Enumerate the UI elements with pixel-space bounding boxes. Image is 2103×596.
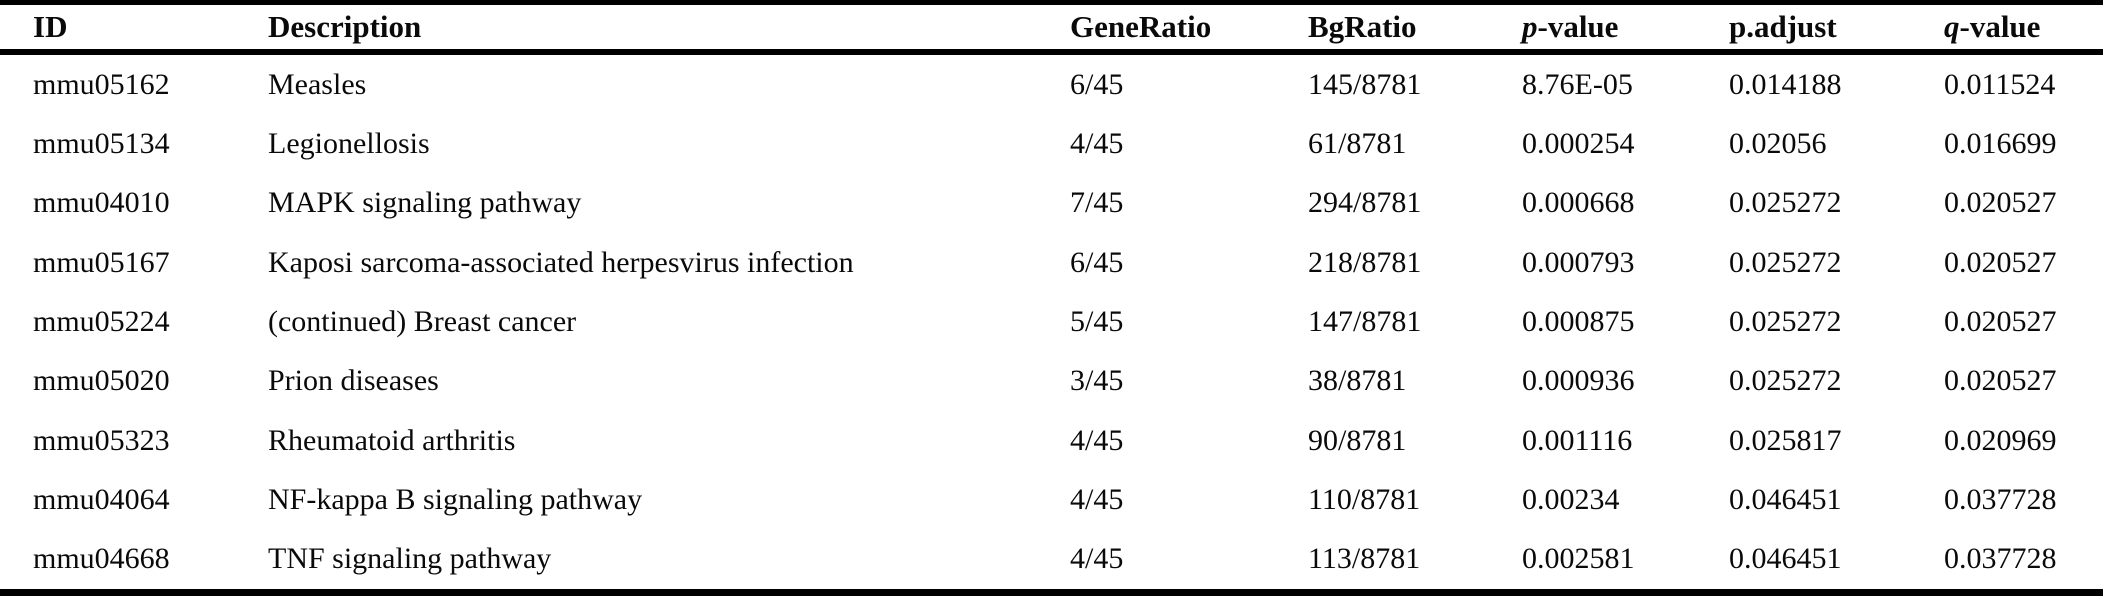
column-header-id-label: ID xyxy=(33,9,68,44)
cell-bg-ratio: 110/8781 xyxy=(1308,482,1421,516)
cell-bg-ratio: 218/8781 xyxy=(1308,245,1422,279)
cell-q-value: 0.037728 xyxy=(1944,482,2057,516)
column-header-p-adjust: p.adjust xyxy=(1729,9,1944,45)
cell-pathway-id: mmu05167 xyxy=(33,245,170,279)
cell-q-value: 0.020527 xyxy=(1944,245,2057,279)
cell-description: TNF signaling pathway xyxy=(268,542,552,576)
table-row: mmu05134 Legionellosis 4/45 61/8781 0.00… xyxy=(0,114,2103,173)
cell-p-value: 0.000793 xyxy=(1522,245,1635,279)
cell-gene-ratio: 4/45 xyxy=(1070,542,1124,576)
cell-q-value: 0.016699 xyxy=(1944,126,2057,160)
table-row: mmu05167 Kaposi sarcoma-associated herpe… xyxy=(0,233,2103,292)
column-header-bgratio: BgRatio xyxy=(1308,9,1522,45)
column-header-q-value: q-value xyxy=(1944,9,2103,45)
cell-p-adjust: 0.014188 xyxy=(1729,67,1842,101)
cell-p-value: 0.000668 xyxy=(1522,186,1635,220)
cell-p-value: 0.001116 xyxy=(1522,423,1633,457)
column-header-p-value-italic: p xyxy=(1522,9,1538,44)
column-header-generatio: GeneRatio xyxy=(1070,9,1308,45)
cell-pathway-id: mmu05020 xyxy=(33,364,170,398)
cell-p-value: 0.002581 xyxy=(1522,542,1635,576)
cell-pathway-id: mmu05134 xyxy=(33,126,170,160)
cell-bg-ratio: 61/8781 xyxy=(1308,126,1407,160)
table-row: mmu04668 TNF signaling pathway 4/45 113/… xyxy=(0,530,2103,589)
cell-pathway-id: mmu05162 xyxy=(33,67,170,101)
cell-p-value: 0.000875 xyxy=(1522,304,1635,338)
cell-p-adjust: 0.02056 xyxy=(1729,126,1827,160)
table-header-row: ID Description GeneRatio BgRatio p-value… xyxy=(0,5,2103,55)
cell-gene-ratio: 6/45 xyxy=(1070,245,1124,279)
column-header-description: Description xyxy=(268,9,1070,45)
cell-p-value: 8.76E-05 xyxy=(1522,67,1633,101)
cell-description: MAPK signaling pathway xyxy=(268,186,582,220)
table-row: mmu04010 MAPK signaling pathway 7/45 294… xyxy=(0,174,2103,233)
cell-description: Measles xyxy=(268,67,367,101)
cell-q-value: 0.011524 xyxy=(1944,67,2056,101)
table-row: mmu04064 NF-kappa B signaling pathway 4/… xyxy=(0,470,2103,529)
cell-description: Legionellosis xyxy=(268,126,430,160)
cell-q-value: 0.037728 xyxy=(1944,542,2057,576)
cell-p-adjust: 0.025817 xyxy=(1729,423,1842,457)
cell-p-adjust: 0.025272 xyxy=(1729,364,1842,398)
cell-pathway-id: mmu04668 xyxy=(33,542,170,576)
table-row: mmu05020 Prion diseases 3/45 38/8781 0.0… xyxy=(0,352,2103,411)
cell-pathway-id: mmu04064 xyxy=(33,482,170,516)
table-body: mmu05162 Measles 6/45 145/8781 8.76E-05 … xyxy=(0,55,2103,589)
cell-q-value: 0.020969 xyxy=(1944,423,2057,457)
cell-p-adjust: 0.025272 xyxy=(1729,304,1842,338)
column-header-p-value: p-value xyxy=(1522,9,1729,45)
column-header-description-label: Description xyxy=(268,9,422,44)
cell-description: Rheumatoid arthritis xyxy=(268,423,516,457)
cell-p-adjust: 0.025272 xyxy=(1729,186,1842,220)
cell-p-adjust: 0.025272 xyxy=(1729,245,1842,279)
cell-pathway-id: mmu05323 xyxy=(33,423,170,457)
column-header-bgratio-label: BgRatio xyxy=(1308,9,1417,44)
table-row: mmu05224 (continued) Breast cancer 5/45 … xyxy=(0,292,2103,351)
column-header-p-value-label: -value xyxy=(1537,9,1619,44)
cell-gene-ratio: 7/45 xyxy=(1070,186,1124,220)
cell-p-value: 0.00234 xyxy=(1522,482,1620,516)
cell-p-adjust: 0.046451 xyxy=(1729,482,1842,516)
cell-q-value: 0.020527 xyxy=(1944,304,2057,338)
cell-p-value: 0.000936 xyxy=(1522,364,1635,398)
cell-gene-ratio: 4/45 xyxy=(1070,482,1124,516)
cell-p-value: 0.000254 xyxy=(1522,126,1635,160)
cell-q-value: 0.020527 xyxy=(1944,186,2057,220)
cell-gene-ratio: 5/45 xyxy=(1070,304,1124,338)
cell-bg-ratio: 113/8781 xyxy=(1308,542,1421,576)
cell-pathway-id: mmu04010 xyxy=(33,186,170,220)
column-header-q-value-italic: q xyxy=(1944,9,1960,44)
column-header-q-value-label: -value xyxy=(1959,9,2041,44)
cell-gene-ratio: 3/45 xyxy=(1070,364,1124,398)
column-header-id: ID xyxy=(33,9,268,45)
cell-description: NF-kappa B signaling pathway xyxy=(268,482,643,516)
cell-p-adjust: 0.046451 xyxy=(1729,542,1842,576)
cell-bg-ratio: 145/8781 xyxy=(1308,67,1422,101)
cell-description: Prion diseases xyxy=(268,364,439,398)
cell-bg-ratio: 294/8781 xyxy=(1308,186,1422,220)
table-row: mmu05162 Measles 6/45 145/8781 8.76E-05 … xyxy=(0,55,2103,114)
cell-gene-ratio: 4/45 xyxy=(1070,126,1124,160)
cell-q-value: 0.020527 xyxy=(1944,364,2057,398)
cell-bg-ratio: 147/8781 xyxy=(1308,304,1422,338)
cell-description: Kaposi sarcoma-associated herpesvirus in… xyxy=(268,245,854,279)
cell-bg-ratio: 38/8781 xyxy=(1308,364,1407,398)
cell-pathway-id: mmu05224 xyxy=(33,304,170,338)
table-row: mmu05323 Rheumatoid arthritis 4/45 90/87… xyxy=(0,411,2103,470)
cell-description: (continued) Breast cancer xyxy=(268,304,577,338)
column-header-generatio-label: GeneRatio xyxy=(1070,9,1212,44)
column-header-p-adjust-label: p.adjust xyxy=(1729,9,1837,44)
cell-gene-ratio: 4/45 xyxy=(1070,423,1124,457)
cell-bg-ratio: 90/8781 xyxy=(1308,423,1407,457)
cell-gene-ratio: 6/45 xyxy=(1070,67,1124,101)
